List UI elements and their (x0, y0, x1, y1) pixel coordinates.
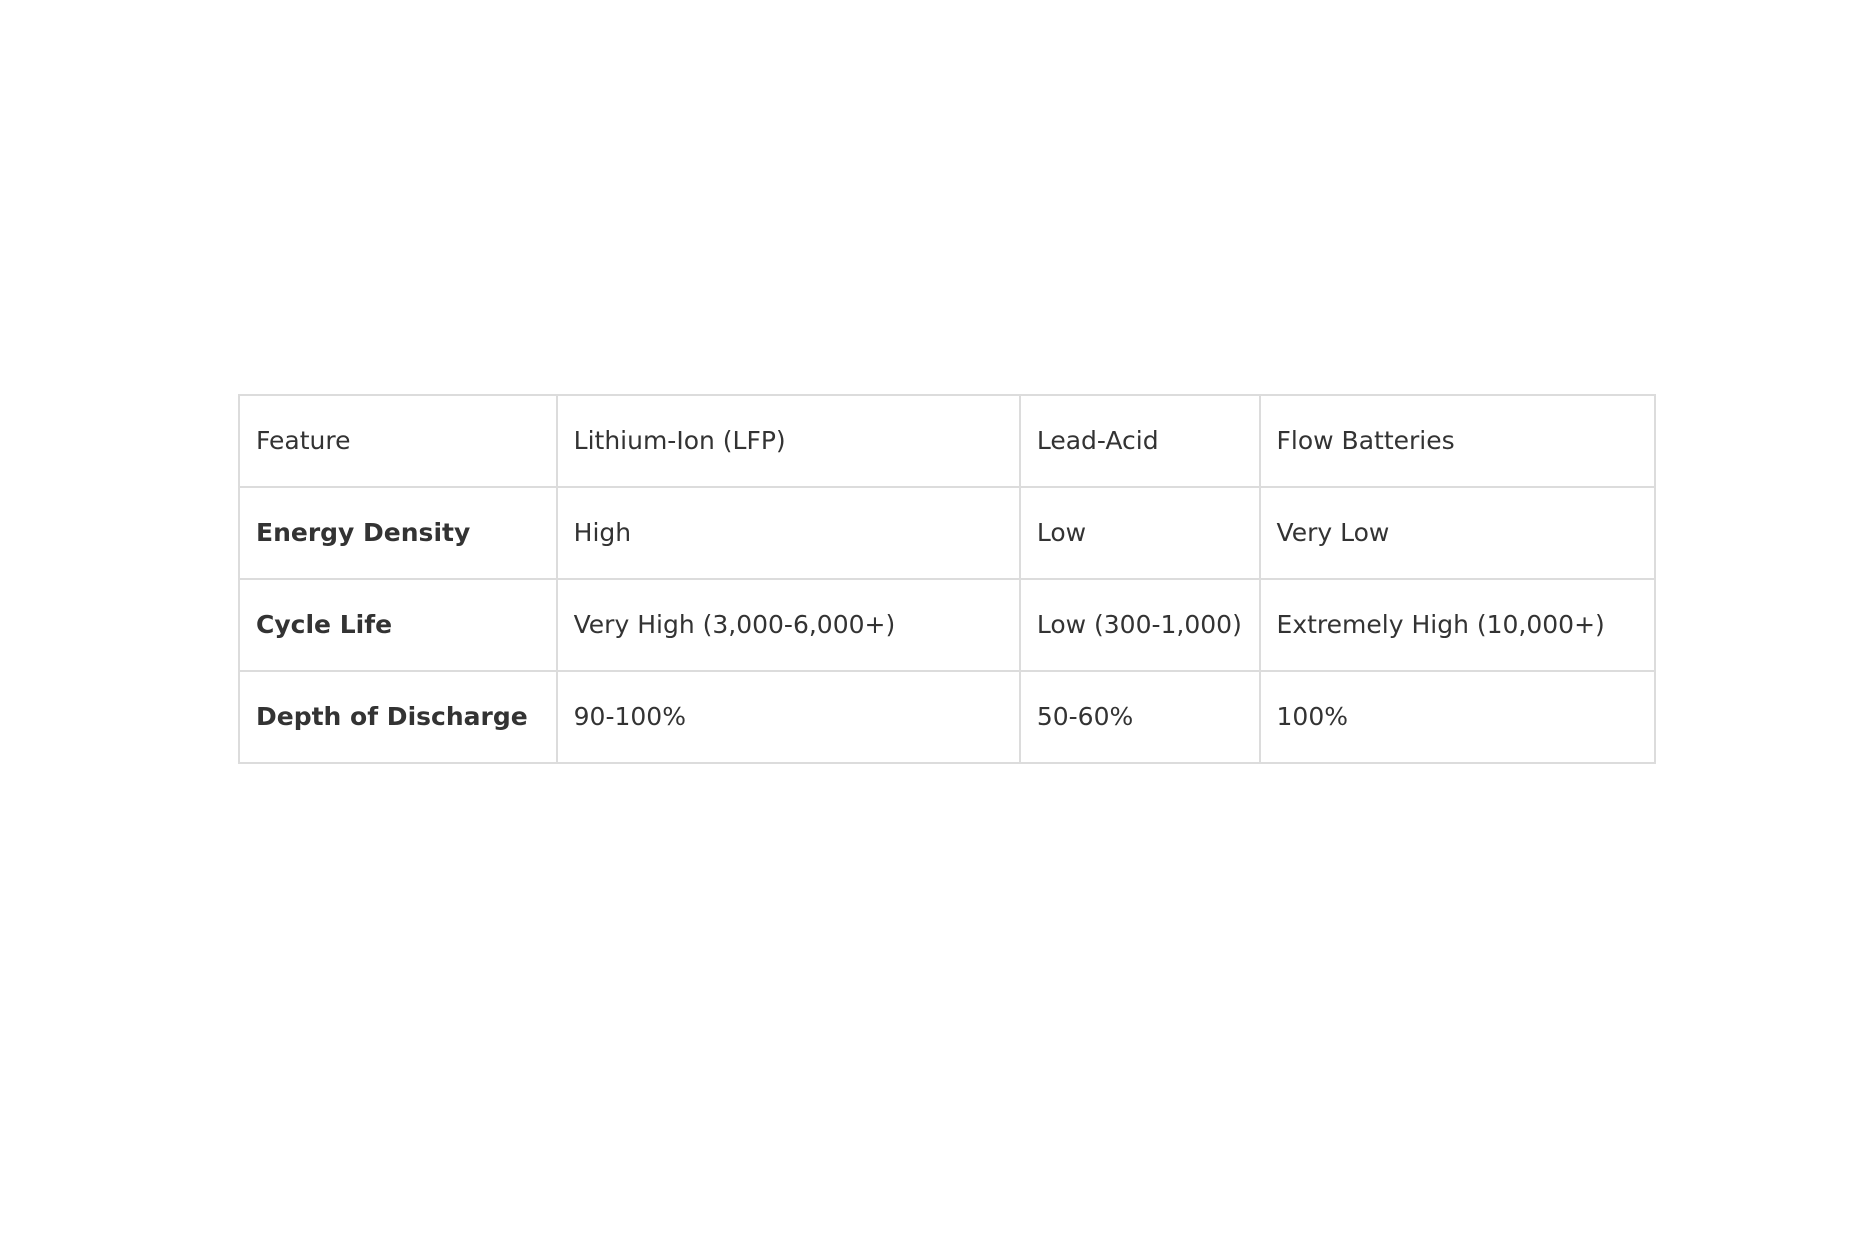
table-cell: Very High (3,000-6,000+) (555, 578, 1021, 672)
table-cell: 100% (1258, 670, 1657, 764)
header-cell: Feature (238, 394, 558, 488)
header-cell: Flow Batteries (1258, 394, 1657, 488)
row-label: Energy Density (238, 486, 558, 580)
table-cell: Low (300-1,000) (1018, 578, 1261, 672)
header-cell: Lithium-Ion (LFP) (555, 394, 1021, 488)
row-label: Depth of Discharge (238, 670, 558, 764)
table-cell: Very Low (1258, 486, 1657, 580)
table-row: Energy Density High Low Very Low (238, 486, 1657, 580)
row-label: Cycle Life (238, 578, 558, 672)
table-cell: 50-60% (1018, 670, 1261, 764)
table-cell: Extremely High (10,000+) (1258, 578, 1657, 672)
table-cell: 90-100% (555, 670, 1021, 764)
table-cell: Low (1018, 486, 1261, 580)
table-row: Depth of Discharge 90-100% 50-60% 100% (238, 670, 1657, 764)
battery-comparison-table: Feature Lithium-Ion (LFP) Lead-Acid Flow… (238, 394, 1657, 764)
header-row: Feature Lithium-Ion (LFP) Lead-Acid Flow… (238, 394, 1657, 488)
table-cell: High (555, 486, 1021, 580)
table-row: Cycle Life Very High (3,000-6,000+) Low … (238, 578, 1657, 672)
header-cell: Lead-Acid (1018, 394, 1261, 488)
